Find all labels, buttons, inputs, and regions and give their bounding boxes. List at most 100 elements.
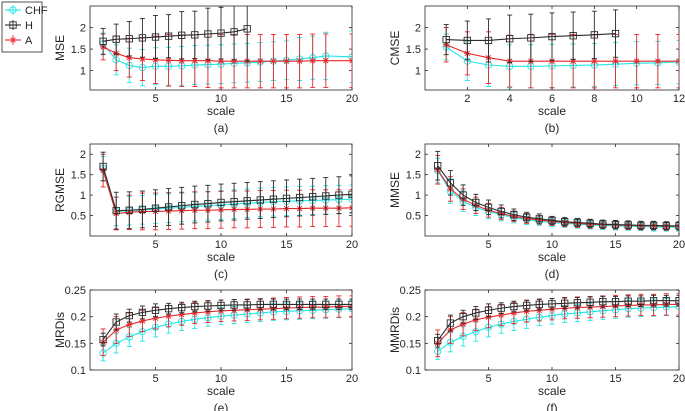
panel-d-caption: (d) [545, 267, 560, 281]
panel-d-h-point [510, 211, 518, 219]
panel-f-h-point [535, 300, 543, 309]
panel-d-ytick-label: 0.5 [406, 211, 421, 223]
panel-b-ytick-label: 2 [415, 23, 421, 35]
panel-d: 5 10 15 20 0.5 1 1.5 2 scale MMSE (d) [388, 143, 685, 281]
panel-e-ytick-label: 0.25 [65, 285, 86, 297]
panel-d-xtick-label: 15 [609, 239, 621, 251]
panel-c-ytick-label: 0.5 [71, 211, 86, 223]
panel-a-h-point [178, 31, 186, 39]
panel-e-caption: (e) [214, 401, 229, 411]
panel-b-a-point [548, 57, 556, 65]
legend-entry-a: A [5, 35, 33, 47]
panel-b-h-point [590, 31, 598, 39]
panel-b-a-line [445, 44, 679, 62]
panel-f-h-point [434, 337, 442, 345]
panel-d-h-point [472, 198, 480, 207]
panel-d-ytick-label: 1.5 [406, 170, 421, 182]
panel-a-a-point [178, 57, 185, 64]
panel-f-ylabel: MMRDis [388, 307, 402, 353]
panel-a-a-point [257, 57, 264, 65]
panel-f-xtick-label: 15 [609, 373, 621, 385]
panel-c-h-point [178, 202, 186, 210]
panel-f-series-h [434, 294, 679, 348]
panel-b-a-point [654, 57, 662, 65]
panel-d-xtick-label: 10 [546, 239, 558, 251]
panel-e-a-point [165, 312, 172, 320]
panel-d-h-point [522, 213, 531, 221]
panel-f-a-point [459, 320, 467, 328]
panel-b-series-h [442, 9, 620, 63]
panel-a-a-point [152, 56, 159, 64]
panel-f-h-point [522, 301, 531, 310]
panel-a-ylabel: MSE [53, 35, 67, 61]
legend-label: A [25, 35, 33, 47]
panel-a-h-point [243, 25, 251, 33]
panel-f-h-point [675, 297, 679, 305]
panel-d-h-point [535, 215, 543, 223]
panel-d-ylabel: MMSE [388, 172, 402, 208]
panel-c-h-point [125, 206, 133, 214]
panel-b-h-point [506, 35, 514, 43]
panel-e-h-point [164, 305, 173, 313]
panel-a-xlabel: scale [207, 104, 235, 118]
panel-b-a-point [591, 57, 598, 65]
panel-e-xtick-label: 15 [280, 373, 292, 385]
panel-c-h-point [309, 193, 317, 201]
panel-f-h-point [548, 300, 556, 308]
panel-d-h-point [434, 162, 442, 170]
panel-b: 2 4 6 8 10 12 1 1.5 2 scale CMSE (b) [388, 5, 685, 135]
panel-a-h-point [125, 35, 133, 43]
legend-label: H [25, 20, 33, 32]
panel-e-a-point [152, 315, 159, 322]
panel-d-xtick-label: 5 [485, 239, 491, 251]
panel-c-xtick-label: 5 [152, 239, 158, 251]
panel-d-h-point [561, 218, 569, 226]
panel-c-xlabel: scale [207, 250, 235, 264]
panel-d-h-line [437, 165, 679, 227]
panel-d-chf-line [437, 170, 679, 228]
panel-e-ylabel: MRDis [53, 312, 67, 348]
panel-a-xtick-label: 20 [346, 93, 358, 105]
panel-b-h-point [527, 34, 535, 42]
panel-a-a-point [322, 57, 329, 64]
legend-entry-h: H [5, 20, 33, 32]
panel-c-ytick-label: 1.5 [71, 170, 86, 182]
panel-b-ytick-label: 1 [415, 66, 421, 78]
panel-e: 5 10 15 20 0.1 0.15 0.2 0.25 scale MRDis (e) [53, 285, 358, 411]
panel-b-caption: (b) [545, 121, 560, 135]
panel-c-ytick-label: 2 [80, 149, 86, 161]
panel-f-h-point [472, 309, 480, 317]
panel-a-a-point [230, 57, 238, 65]
panel-f-h-point [459, 313, 467, 321]
panel-e-xtick-label: 10 [215, 373, 227, 385]
panel-b-xtick-label: 8 [591, 93, 597, 105]
panel-e-a-point [139, 317, 146, 325]
panel-d-h-point [624, 221, 632, 229]
panel-f-h-point [662, 297, 670, 305]
panel-f-h-point [624, 297, 632, 305]
panel-c-ylabel: RGMSE [53, 168, 67, 212]
panel-c-series-h [99, 151, 352, 230]
panel-e-h-point [309, 300, 317, 309]
panel-a-h-line [103, 28, 248, 42]
panel-c-h-point [217, 198, 225, 207]
panel-e-h-point [217, 301, 225, 310]
panel-f-h-point [586, 298, 594, 306]
panel-d-ytick-label: 2 [415, 149, 421, 161]
panel-b-xtick-label: 2 [464, 93, 470, 105]
panel-e-series-h [99, 298, 352, 347]
panel-f-h-point [611, 298, 620, 306]
panel-b-h-point [569, 32, 577, 40]
panel-b-h-point [442, 35, 450, 44]
panel-a-a-point [204, 57, 212, 64]
panel-e-h-point [125, 311, 133, 320]
panel-e-a-point [126, 321, 133, 328]
panel-f-a-point [523, 308, 530, 315]
panel-e-h-line [102, 303, 352, 340]
panel-a-a-point [191, 57, 198, 64]
panel-d-ytick-label: 1 [415, 190, 421, 202]
panel-c-h-point [151, 204, 160, 212]
panel-b-ytick-label: 1.5 [406, 44, 421, 56]
panel-e-h-point [348, 300, 352, 309]
